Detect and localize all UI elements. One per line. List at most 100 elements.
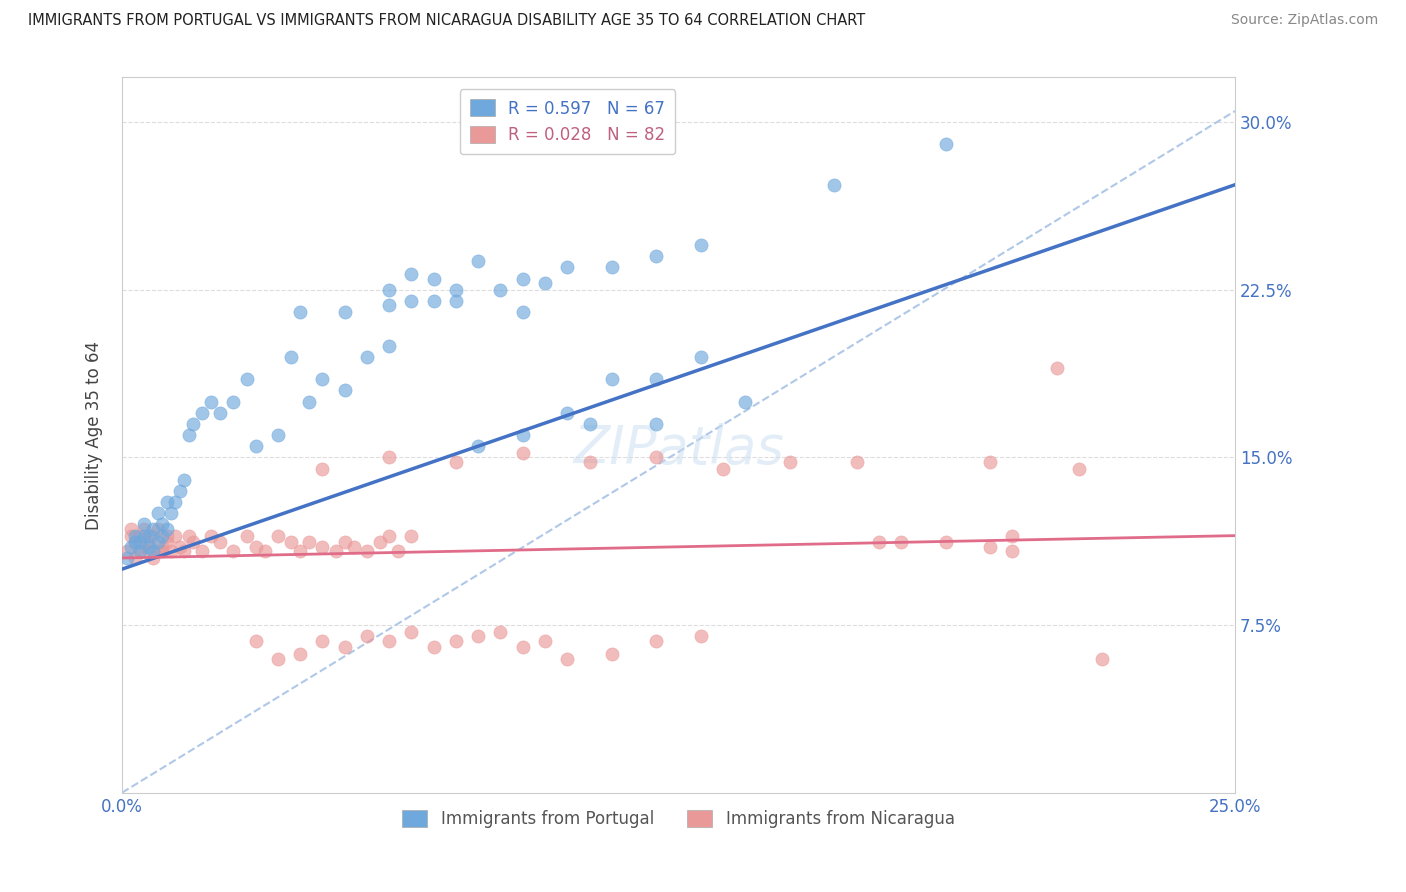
Point [890,535,912,549]
Point [245,540,267,554]
Point [115,544,138,558]
Point [245,633,267,648]
Point [191,544,214,558]
Point [267,428,290,442]
Point [134,540,156,554]
Point [600,647,623,661]
Point [169,540,191,554]
Point [124,535,146,549]
Point [512,446,534,460]
Point [142,528,165,542]
Point [177,528,200,542]
Point [600,372,623,386]
Point [120,528,142,542]
Point [288,305,311,319]
Point [979,540,1001,554]
Point [444,633,467,648]
Point [160,544,183,558]
Point [160,506,183,520]
Point [191,406,214,420]
Point [146,506,169,520]
Point [489,283,512,297]
Point [155,495,177,509]
Point [356,629,378,643]
Point [128,544,150,558]
Point [177,428,200,442]
Point [534,276,557,290]
Point [645,372,668,386]
Point [779,455,801,469]
Point [120,522,142,536]
Point [124,535,146,549]
Point [378,298,401,312]
Point [534,633,557,648]
Point [146,535,169,549]
Point [600,260,623,275]
Point [845,455,868,469]
Point [280,350,302,364]
Point [208,535,231,549]
Point [711,461,734,475]
Point [120,540,142,554]
Point [645,633,668,648]
Point [578,455,600,469]
Point [512,305,534,319]
Point [150,517,173,532]
Point [222,544,245,558]
Point [288,544,311,558]
Point [689,238,711,252]
Point [378,450,401,465]
Point [235,528,257,542]
Point [222,394,245,409]
Point [115,551,138,566]
Point [356,544,378,558]
Point [645,249,668,263]
Point [1090,651,1112,665]
Point [333,305,356,319]
Point [333,535,356,549]
Point [298,535,321,549]
Point [325,544,347,558]
Point [169,483,191,498]
Point [512,428,534,442]
Point [253,544,276,558]
Point [979,455,1001,469]
Point [311,372,333,386]
Point [181,535,204,549]
Point [401,624,423,639]
Point [134,528,156,542]
Point [333,384,356,398]
Point [342,540,364,554]
Text: ZIPatlas: ZIPatlas [574,424,785,475]
Point [555,651,578,665]
Point [467,439,489,453]
Y-axis label: Disability Age 35 to 64: Disability Age 35 to 64 [86,341,103,530]
Point [378,338,401,352]
Point [578,417,600,431]
Point [378,633,401,648]
Point [288,647,311,661]
Point [1046,361,1069,376]
Point [173,473,195,487]
Point [155,535,177,549]
Point [378,283,401,297]
Legend: Immigrants from Portugal, Immigrants from Nicaragua: Immigrants from Portugal, Immigrants fro… [395,803,962,834]
Point [645,417,668,431]
Text: IMMIGRANTS FROM PORTUGAL VS IMMIGRANTS FROM NICARAGUA DISABILITY AGE 35 TO 64 CO: IMMIGRANTS FROM PORTUGAL VS IMMIGRANTS F… [28,13,865,29]
Point [555,260,578,275]
Point [311,633,333,648]
Point [689,350,711,364]
Point [134,517,156,532]
Point [138,544,160,558]
Point [245,439,267,453]
Point [138,535,160,549]
Point [444,293,467,308]
Point [689,629,711,643]
Point [146,544,169,558]
Point [150,528,173,542]
Point [444,283,467,297]
Point [467,253,489,268]
Point [935,535,957,549]
Point [165,495,187,509]
Point [124,528,146,542]
